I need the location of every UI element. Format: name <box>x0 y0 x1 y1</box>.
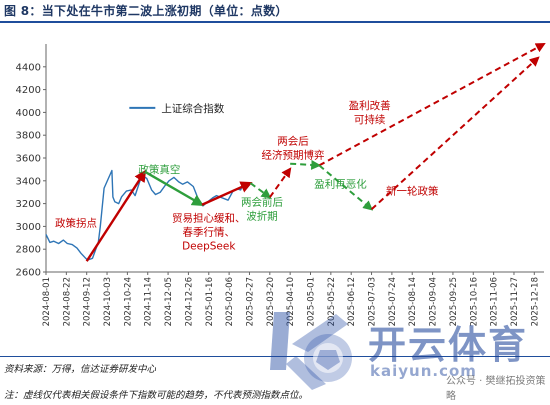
x-tick-label: 2024-10-24 <box>123 277 133 326</box>
annotation-label: 波折期 <box>246 209 278 222</box>
x-tick-label: 2025-04-10 <box>286 277 296 326</box>
annotation-label: 新一轮政策 <box>386 184 439 197</box>
x-tick-label: 2025-06-12 <box>347 277 357 326</box>
disclaimer-note: 注：虚线仅代表相关假设条件下指数可能的趋势，不代表预测指数点位。 <box>4 390 309 401</box>
y-tick-label: 4200 <box>16 85 41 96</box>
x-tick-label: 2025-05-01 <box>307 277 317 326</box>
x-tick-label: 2025-03-20 <box>266 277 276 326</box>
y-tick-label: 2600 <box>16 268 41 279</box>
trend-arrow-dashed <box>318 43 546 167</box>
trend-arrow-dashed <box>268 167 292 198</box>
x-tick-label: 2025-01-16 <box>205 277 215 326</box>
annotation-label: 政策真空 <box>138 163 180 176</box>
y-tick-label: 3800 <box>16 131 41 142</box>
title-rule <box>0 21 550 23</box>
annotation-label: 政策拐点 <box>55 216 97 229</box>
y-tick-label: 3200 <box>16 199 41 210</box>
y-tick-label: 2800 <box>16 245 41 256</box>
annotation-label: 两会前后 <box>241 195 283 208</box>
trend-arrow-solid <box>144 170 205 206</box>
x-tick-label: 2025-02-06 <box>225 277 235 326</box>
x-tick-label: 2024-08-22 <box>62 277 72 326</box>
annotation-label: DeepSeek <box>182 240 236 252</box>
annotation-label: 可持续 <box>354 113 386 126</box>
x-tick-label: 2025-05-22 <box>327 277 337 326</box>
x-tick-label: 2024-08-01 <box>42 277 52 326</box>
annotation-label: 经济预期博弈 <box>262 148 325 161</box>
watermark-site: kaiyun.com <box>370 362 477 380</box>
x-tick-label: 2025-07-24 <box>388 277 398 326</box>
axes: 2600 2800 3000 3200 3400 3600 3800 4000 4200 4400… <box>16 44 544 326</box>
trend-arrow-dashed <box>290 159 322 170</box>
trend-arrow-dashed <box>318 164 374 211</box>
annotation-label: 盈利再恶化 <box>314 178 367 191</box>
x-tick-label: 2025-08-14 <box>408 277 418 326</box>
footer-rule <box>0 356 550 357</box>
y-tick-label: 3600 <box>16 154 41 165</box>
trend-arrow-solid <box>85 169 147 262</box>
y-tick-label: 3400 <box>16 176 41 187</box>
legend-label: 上证综合指数 <box>161 102 224 115</box>
annotation-label: 盈利改善 <box>349 99 391 112</box>
x-tick-label: 2024-11-14 <box>144 277 154 326</box>
trend-arrow-solid <box>201 181 253 206</box>
annotation-label: 两会后 <box>277 134 309 147</box>
x-tick-label: 2025-07-03 <box>368 277 378 326</box>
annotation-label: 春季行情、 <box>183 225 236 238</box>
x-tick-label: 2025-09-04 <box>429 277 439 326</box>
x-tick-label: 2024-12-05 <box>164 277 174 326</box>
watermark-public-account: 公众号 · 樊继拓投资策略 <box>446 376 546 402</box>
x-tick-label: 2025-11-06 <box>490 277 500 326</box>
x-tick-label: 2024-10-03 <box>103 277 113 326</box>
annotation-label: 贸易担心缓和、 <box>172 211 246 224</box>
x-tick-label: 2025-02-27 <box>245 277 255 326</box>
trend-arrow-dashed <box>370 56 540 211</box>
y-tick-label: 4000 <box>16 108 41 119</box>
x-tick-label: 2025-09-25 <box>449 277 459 326</box>
source-note: 资料来源：万得，信达证券研发中心 <box>4 364 157 375</box>
y-tick-label: 4400 <box>16 62 41 73</box>
index-trend-chart: 2600 2800 3000 3200 3400 3600 3800 4000 4200 4400… <box>16 43 546 326</box>
trend-arrow-dashed <box>249 182 272 199</box>
y-tick-label: 3000 <box>16 222 41 233</box>
trend-arrows <box>85 43 546 262</box>
x-tick-label: 2024-12-26 <box>184 277 194 326</box>
x-tick-label: 2025-12-18 <box>530 277 540 326</box>
x-tick-label: 2024-09-12 <box>83 277 93 326</box>
figure-title: 图 8：当下处在牛市第二波上涨初期（单位：点数） <box>4 4 288 18</box>
x-tick-label: 2025-11-27 <box>510 277 520 326</box>
legend: 上证综合指数 <box>129 102 225 115</box>
x-tick-label: 2025-10-16 <box>469 277 479 326</box>
